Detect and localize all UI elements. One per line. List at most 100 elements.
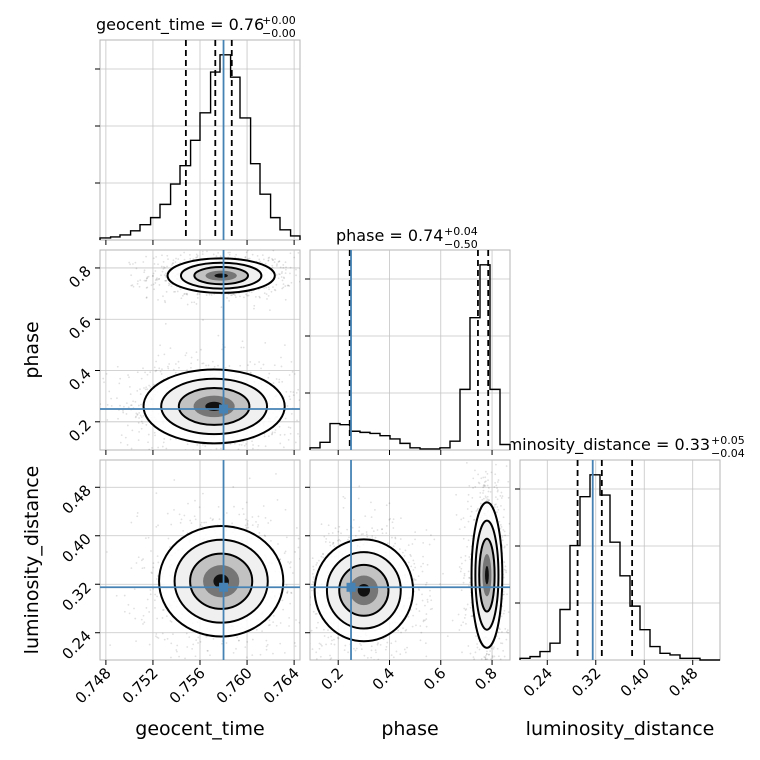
sample-point [221, 348, 223, 351]
sample-point [123, 594, 126, 597]
sample-point [425, 529, 428, 531]
sample-point [212, 637, 215, 640]
sample-point [160, 274, 162, 277]
sample-point [488, 740, 490, 742]
sample-point [299, 602, 300, 603]
sample-point [72, 412, 74, 414]
sample-point [501, 539, 504, 542]
sample-point [495, 484, 498, 487]
sample-point [183, 251, 186, 254]
sample-point [272, 614, 275, 617]
sample-point [173, 479, 176, 481]
sample-point [279, 266, 282, 269]
sample-point [295, 527, 298, 529]
sample-point [373, 659, 375, 660]
sample-point [512, 629, 514, 631]
sample-point [134, 617, 137, 620]
sample-point [460, 567, 463, 570]
sample-point [228, 299, 231, 302]
sample-point [215, 255, 218, 258]
sample-point [283, 344, 286, 347]
sample-point [325, 643, 327, 646]
sample-point [374, 536, 377, 539]
sample-point [215, 447, 218, 450]
sample-point [484, 458, 486, 460]
sample-point [116, 397, 118, 400]
sample-point [489, 490, 492, 493]
sample-point [388, 502, 391, 505]
sample-point [493, 454, 495, 456]
sample-point [327, 629, 329, 632]
sample-point [285, 390, 288, 393]
sample-point [241, 340, 244, 343]
sample-point [211, 360, 214, 363]
sample-point [407, 615, 410, 618]
sample-point [498, 637, 501, 640]
sample-point [286, 591, 289, 594]
sample-point [282, 264, 285, 266]
sample-point [499, 628, 501, 631]
sample-point [263, 534, 266, 537]
sample-point [209, 517, 212, 520]
sample-point [174, 363, 177, 365]
sample-point [419, 639, 422, 642]
sample-point [392, 545, 395, 548]
sample-point [465, 461, 468, 464]
sample-point [322, 628, 325, 631]
sample-point [230, 294, 232, 297]
sample-point [477, 481, 480, 484]
sample-point [154, 593, 157, 596]
sample-point [318, 559, 320, 562]
sample-point [269, 624, 271, 626]
sample-point [134, 416, 137, 419]
sample-point [154, 279, 157, 282]
sample-point [284, 268, 287, 271]
sample-point [131, 284, 134, 287]
sample-point [290, 412, 293, 415]
sample-point [482, 727, 484, 729]
title-luminosity-distance-sup: +0.05 [711, 434, 745, 447]
sample-point [486, 472, 489, 475]
sample-point [136, 512, 139, 514]
sample-point [163, 638, 166, 641]
sample-point [327, 524, 330, 527]
sample-point [148, 611, 151, 613]
sample-point [407, 561, 410, 564]
sample-point [271, 432, 274, 435]
sample-point [480, 666, 482, 668]
sample-point [267, 522, 270, 524]
sample-point [156, 277, 158, 280]
sample-point [305, 600, 307, 602]
tick-label-x: 0.40 [617, 664, 653, 700]
sample-point [287, 561, 289, 563]
contour-line [470, 501, 504, 649]
title-geocent-time-sup: +0.00 [262, 14, 296, 27]
sample-point [161, 445, 164, 448]
sample-point [152, 566, 155, 569]
sample-point [307, 654, 309, 656]
sample-point [494, 709, 496, 711]
sample-point [216, 246, 218, 248]
sample-point [134, 261, 137, 264]
sample-point [205, 294, 208, 297]
tick-label-y: 0.48 [58, 481, 94, 517]
sample-point [390, 642, 393, 645]
sample-point [484, 495, 487, 498]
sample-point [377, 658, 380, 660]
sample-point [303, 519, 305, 521]
sample-point [292, 572, 294, 574]
sample-point [157, 637, 160, 639]
sample-point [381, 532, 384, 535]
sample-point [466, 545, 469, 548]
sample-point [421, 599, 424, 602]
sample-point [164, 279, 167, 282]
sample-point [240, 346, 243, 349]
sample-point [264, 341, 267, 344]
sample-point [246, 523, 249, 526]
sample-point [332, 541, 335, 544]
sample-point [164, 301, 167, 304]
sample-point [257, 523, 260, 526]
sample-point [251, 524, 254, 527]
sample-point [457, 613, 460, 616]
sample-point [195, 256, 198, 259]
